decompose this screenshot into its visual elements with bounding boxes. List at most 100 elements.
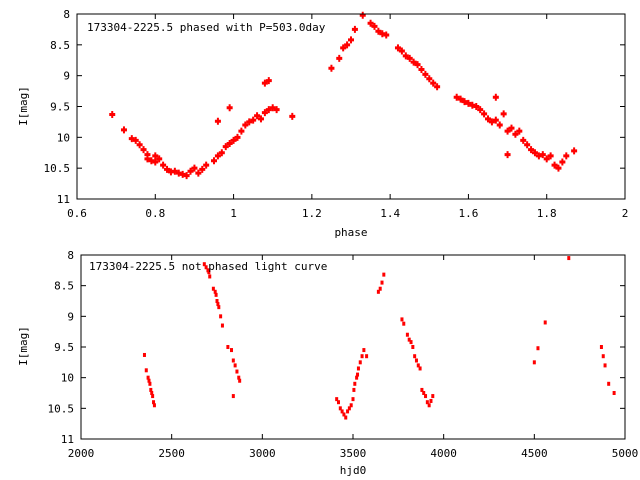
raw-data-point — [349, 403, 353, 408]
raw-data-point — [215, 299, 219, 303]
raw-x-tick-label: 4000 — [430, 447, 457, 460]
raw-data-point — [567, 256, 571, 261]
raw-data-point — [356, 366, 360, 371]
phased-data-point — [199, 165, 206, 173]
phased-data-point — [500, 110, 507, 118]
raw-data-point — [431, 394, 435, 399]
raw-data-point — [150, 391, 154, 395]
raw-data-point — [420, 387, 424, 392]
raw-data-point — [543, 320, 547, 325]
phased-data-point — [379, 30, 386, 38]
raw-data-point — [351, 397, 355, 402]
raw-data-point — [219, 314, 223, 319]
phased-data-point — [410, 58, 417, 66]
phased-y-tick-label: 10 — [57, 131, 70, 144]
phased-data-point — [214, 117, 221, 125]
raw-x-tick-label: 3000 — [249, 447, 276, 460]
raw-data-point — [603, 363, 607, 368]
phased-data-point — [434, 83, 441, 91]
raw-data-point — [231, 394, 235, 399]
phased-data-point — [492, 116, 499, 124]
raw-data-point — [146, 375, 150, 380]
raw-data-point — [217, 305, 221, 310]
phased-x-tick-label: 1.8 — [537, 207, 557, 220]
raw-y-tick-label: 9.5 — [54, 341, 74, 354]
raw-data-point — [365, 354, 369, 359]
phased-y-tick-label: 8 — [63, 8, 70, 21]
raw-data-point — [237, 375, 241, 380]
raw-y-tick-label: 9 — [67, 310, 74, 323]
phased-data-point — [453, 93, 460, 101]
phased-data-point — [492, 93, 499, 101]
raw-data-point — [336, 400, 340, 405]
raw-data-point — [378, 286, 382, 291]
phased-data-point — [504, 151, 511, 159]
raw-data-point — [226, 345, 230, 349]
raw-data-point — [424, 394, 428, 399]
raw-data-point — [425, 400, 429, 405]
raw-data-point — [216, 302, 220, 307]
phased-data-point — [265, 106, 272, 114]
raw-data-point — [358, 360, 362, 365]
phased-data-point — [559, 158, 566, 166]
phased-data-point — [430, 79, 437, 87]
raw-data-point — [231, 358, 235, 363]
phased-data-point — [571, 147, 578, 155]
raw-data-point — [352, 387, 356, 392]
phased-data-point — [218, 149, 225, 157]
phased-data-point — [226, 104, 233, 112]
phased-x-tick-label: 0.6 — [67, 207, 87, 220]
raw-data-point — [599, 345, 603, 349]
raw-data-point — [607, 381, 611, 386]
raw-data-point — [407, 337, 411, 342]
raw-data-point — [413, 354, 417, 359]
raw-data-point — [342, 412, 346, 417]
phased-data-point — [222, 143, 229, 151]
phased-y-tick-label: 8.5 — [50, 39, 70, 52]
phased-data-point — [406, 54, 413, 62]
phased-data-point — [289, 112, 296, 120]
phased-y-axis: 8 8.5 9 9.5 10 10.5 11 — [44, 8, 625, 206]
phased-data-point — [148, 157, 155, 165]
phased-data-point — [128, 135, 135, 143]
raw-data-point — [376, 289, 380, 294]
phased-data-point — [461, 98, 468, 106]
raw-data-point — [230, 348, 234, 353]
phased-data-point — [254, 112, 261, 120]
phased-data-point — [516, 127, 523, 135]
phased-data-point — [512, 130, 519, 138]
phased-data-point — [426, 75, 433, 83]
phased-data-point — [481, 110, 488, 118]
raw-y-tick-label: 10.5 — [48, 402, 75, 415]
raw-data-point — [233, 363, 237, 368]
raw-data-point — [213, 289, 217, 294]
raw-data-point — [402, 321, 406, 326]
phased-x-tick-label: 1.4 — [380, 207, 400, 220]
phased-y-axis-label: I[mag] — [17, 86, 30, 126]
phased-data-point — [265, 77, 272, 85]
raw-data-point — [211, 286, 215, 291]
phased-y-tick-label: 9.5 — [50, 101, 70, 114]
phased-data-point — [394, 44, 401, 52]
phased-data-point — [187, 167, 194, 175]
raw-data-point — [353, 381, 357, 386]
raw-data-point — [382, 272, 386, 277]
phased-data-point — [261, 109, 268, 117]
phased-data-point — [496, 121, 503, 129]
raw-x-tick-label: 5000 — [612, 447, 639, 460]
phased-data-point — [230, 136, 237, 144]
phased-data-point — [508, 124, 515, 132]
phased-y-tick-label: 10.5 — [44, 162, 71, 175]
raw-data-point — [144, 368, 148, 373]
raw-data-point — [235, 369, 239, 374]
phased-data-point — [211, 157, 217, 165]
phased-x-tick-label: 1.2 — [302, 207, 322, 220]
phased-data-point — [504, 127, 511, 135]
phased-data-point — [171, 167, 178, 175]
phased-data-point — [398, 47, 405, 55]
raw-data-point — [338, 406, 342, 411]
raw-data-point — [418, 366, 422, 371]
phased-data-point — [340, 44, 347, 52]
phased-data-point — [144, 155, 151, 163]
